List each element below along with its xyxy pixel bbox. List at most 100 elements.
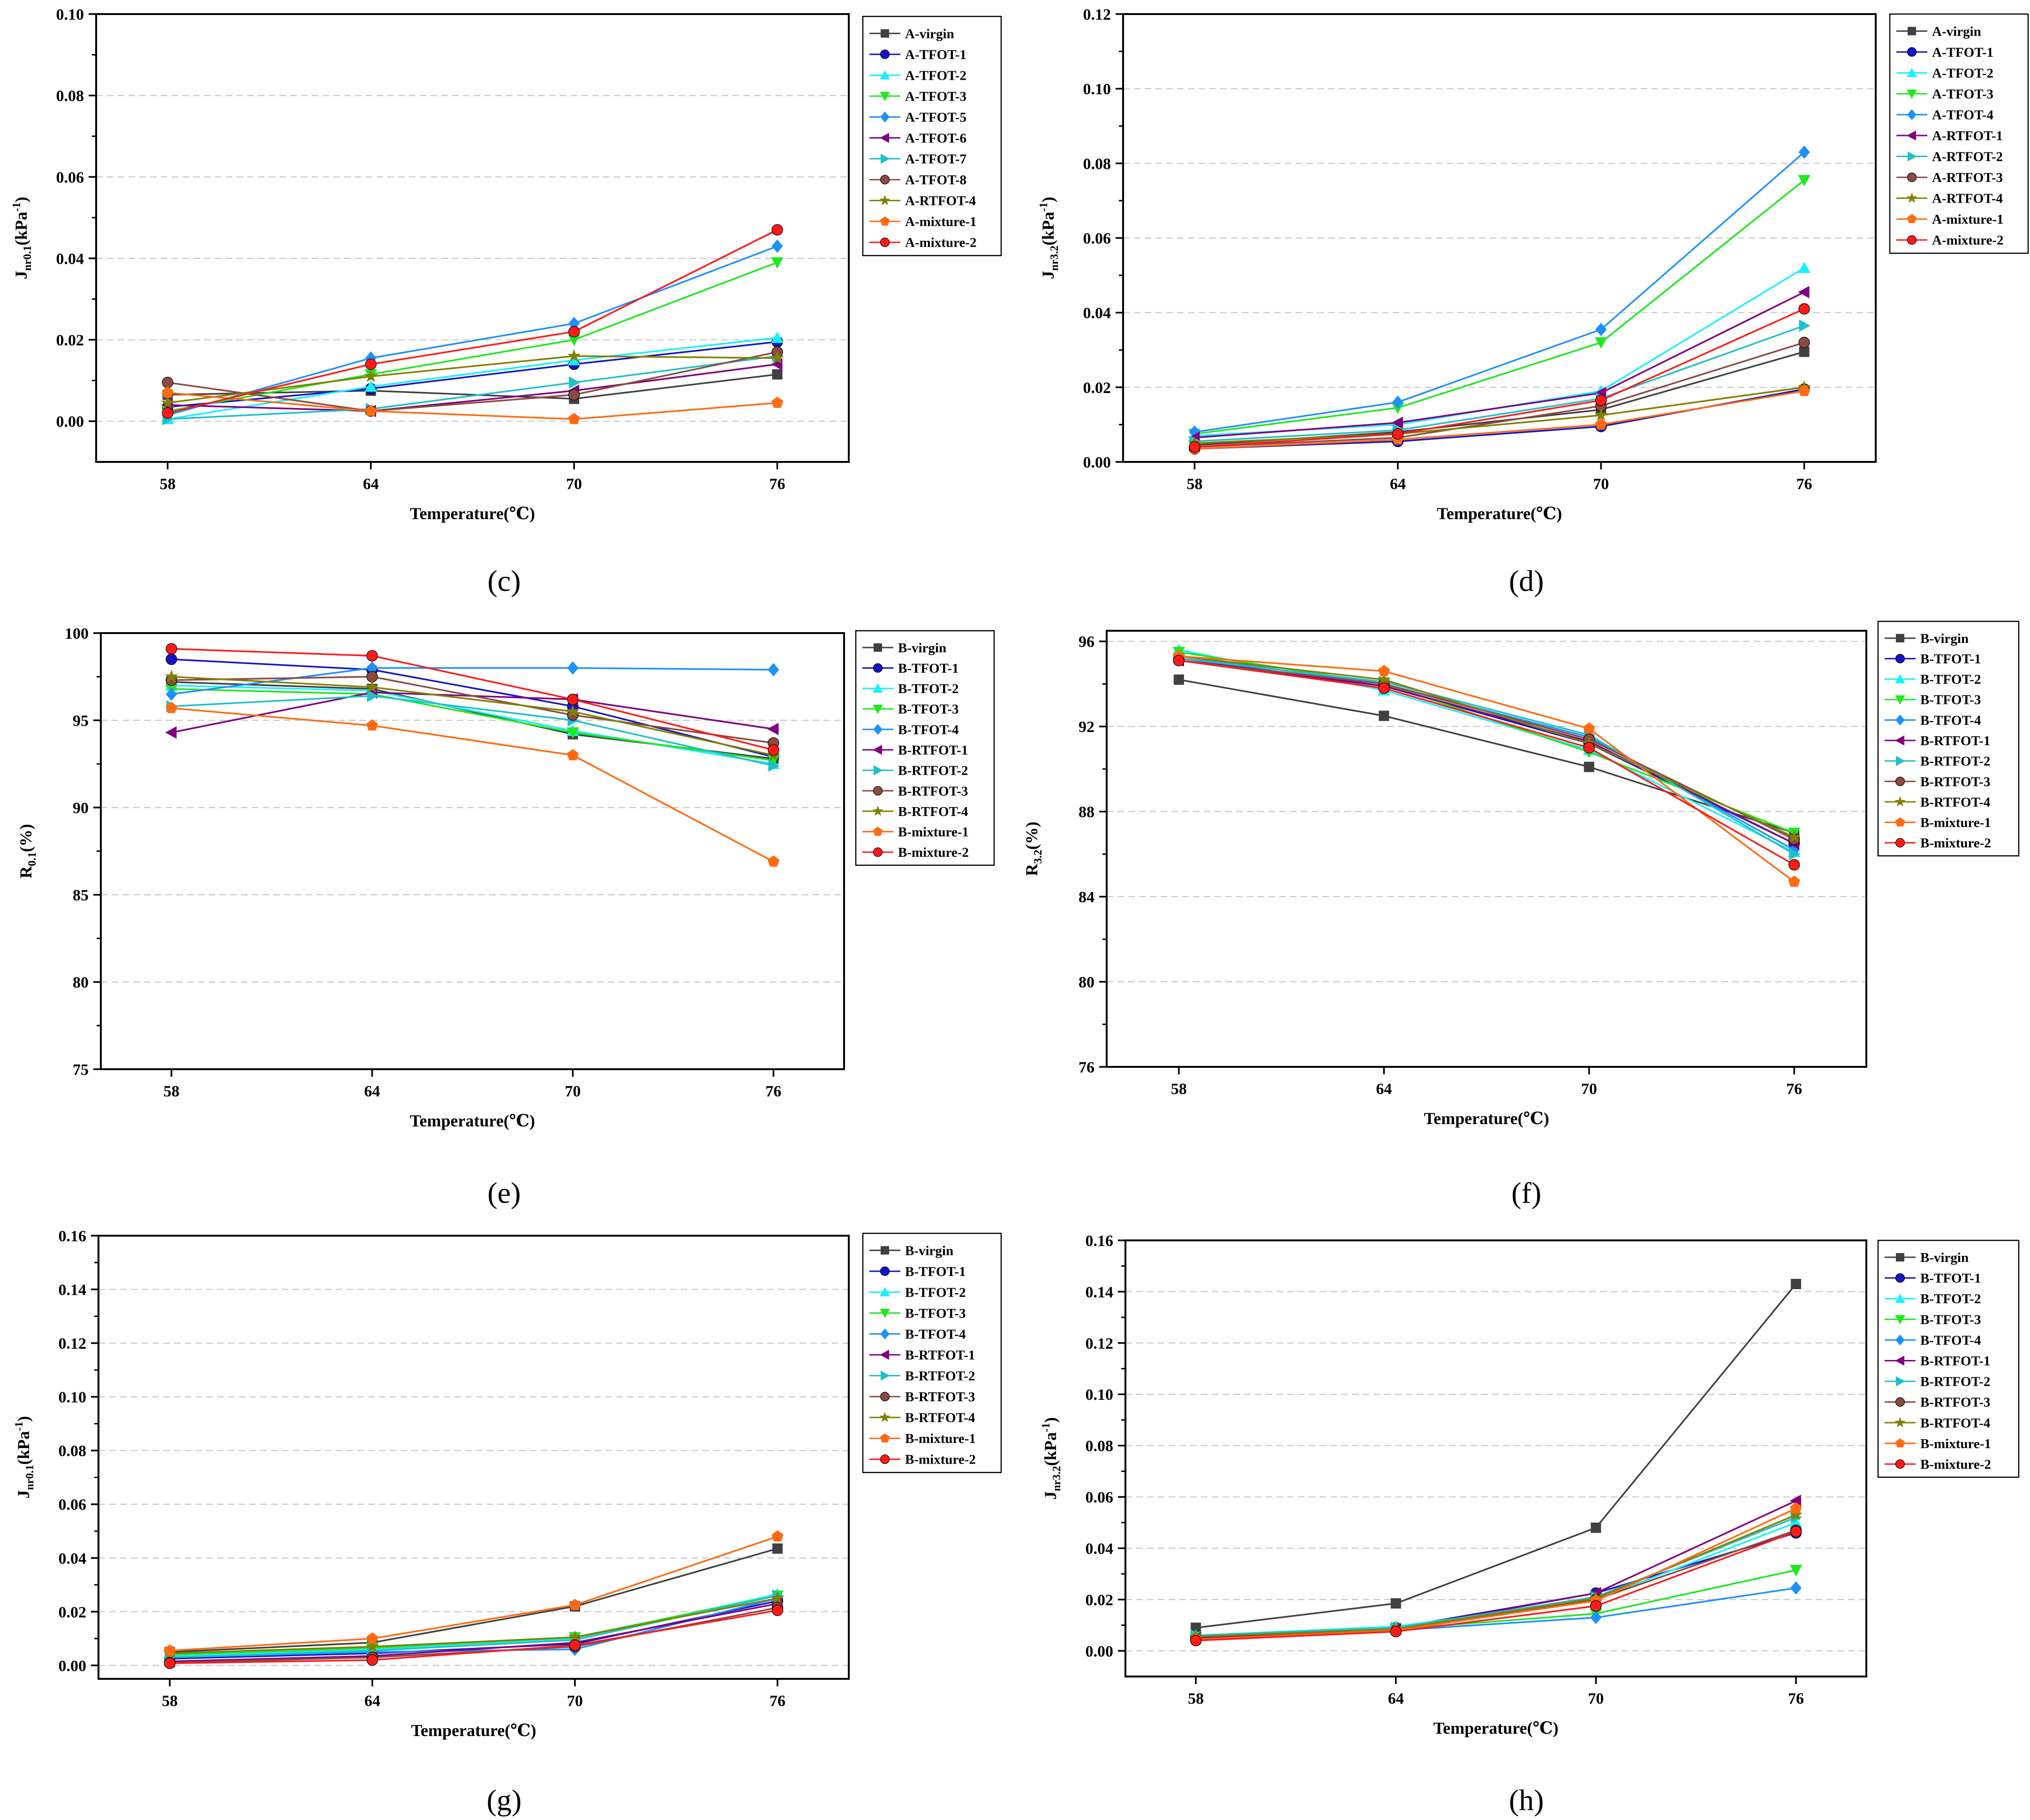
legend-label: A-RTFOT-1 <box>1932 128 2003 143</box>
series-line <box>171 707 774 862</box>
series-B-virgin <box>1191 1279 1801 1633</box>
series-line <box>1195 1283 1797 1629</box>
series-B-mixture-1 <box>166 702 779 867</box>
legend-label: A-mixture-1 <box>1932 212 2003 227</box>
legend-item: A-TFOT-3 <box>1896 87 1993 102</box>
data-point <box>1173 674 1184 685</box>
legend-label: B-RTFOT-2 <box>898 763 968 778</box>
data-point <box>566 727 579 739</box>
y-tick-label: 0.10 <box>59 1389 87 1406</box>
series-line <box>167 355 777 404</box>
legend-item: B-RTFOT-4 <box>862 804 968 819</box>
data-point <box>367 689 378 702</box>
y-tick-label: 0.10 <box>1086 1386 1114 1404</box>
legend-marker <box>880 237 890 247</box>
legend-marker <box>1895 695 1905 705</box>
series-line <box>171 667 774 695</box>
data-point <box>1798 262 1811 273</box>
data-point <box>768 663 779 677</box>
series-line <box>171 688 774 762</box>
legend: B-virgin B-TFOT-1 B-TFOT-2 B-TFOT-3 B-TFOT-4… <box>1877 620 2020 857</box>
legend-item: A-TFOT-3 <box>869 89 966 104</box>
legend-item: B-mixture-2 <box>1885 1457 1991 1472</box>
data-point <box>568 326 580 338</box>
legend-label: B-virgin <box>898 641 946 656</box>
data-point <box>1590 1600 1602 1612</box>
legend-marker <box>1907 235 1917 245</box>
legend-item: B-TFOT-2 <box>1885 672 1981 687</box>
legend-label: A-TFOT-2 <box>905 68 966 83</box>
legend-marker <box>1907 68 1917 77</box>
data-point <box>162 407 174 419</box>
legend-label: A-TFOT-3 <box>905 89 966 104</box>
y-axis-title: R3.2(%) <box>1022 822 1044 876</box>
legend-label: A-TFOT-7 <box>905 152 966 167</box>
legend-item: B-RTFOT-2 <box>869 1369 975 1384</box>
y-tick-label: 88 <box>1079 804 1094 821</box>
legend-label: A-TFOT-5 <box>905 110 966 125</box>
data-point <box>568 413 580 424</box>
data-point <box>165 670 178 682</box>
legend-marker <box>1895 1273 1905 1283</box>
series-line <box>1178 659 1795 866</box>
legend-marker <box>1908 27 1916 36</box>
legend-label: B-TFOT-2 <box>1920 1291 1981 1306</box>
legend-label: A-TFOT-1 <box>905 47 966 62</box>
legend-item: B-TFOT-2 <box>869 1285 966 1300</box>
data-point <box>1191 1623 1201 1633</box>
data-point <box>1788 876 1800 887</box>
data-point <box>164 1644 176 1656</box>
x-tick-label: 76 <box>770 476 785 493</box>
legend-item: B-TFOT-4 <box>869 1327 966 1342</box>
series-line <box>169 1609 778 1664</box>
y-axis-title: Jnr3.2(kPa-1) <box>1040 1417 1063 1500</box>
x-tick-label: 70 <box>565 1083 581 1100</box>
data-point <box>1594 408 1608 421</box>
data-point <box>1790 1502 1802 1514</box>
series-B-mixture-2 <box>1190 1525 1802 1646</box>
y-tick-label: 76 <box>1079 1059 1094 1076</box>
panel-label: (c) <box>487 564 521 597</box>
legend-label: B-RTFOT-4 <box>1920 1416 1990 1431</box>
y-axis-title-main: J <box>14 1490 33 1499</box>
legend-label: B-TFOT-1 <box>905 1264 966 1279</box>
legend-label: A-TFOT-2 <box>1932 66 1993 81</box>
y-axis-title-unit: (%) <box>16 824 35 852</box>
legend-item: B-TFOT-2 <box>1885 1291 1981 1306</box>
legend-marker <box>873 745 882 755</box>
data-point <box>771 257 784 269</box>
data-point <box>166 702 178 713</box>
legend-item: B-TFOT-3 <box>869 1306 966 1321</box>
legend-marker <box>881 29 889 38</box>
legend-label: B-TFOT-4 <box>905 1327 966 1342</box>
y-tick-label: 80 <box>73 974 89 991</box>
legend-label: B-TFOT-3 <box>1920 1312 1981 1327</box>
data-point <box>366 719 378 731</box>
data-point <box>1189 441 1200 453</box>
legend-label: A-RTFOT-4 <box>1932 191 2003 206</box>
legend-item: A-TFOT-1 <box>1896 45 1993 60</box>
data-point <box>1798 303 1810 315</box>
legend-item: A-TFOT-2 <box>1896 66 1993 81</box>
data-point <box>1583 722 1595 734</box>
x-tick-label: 76 <box>765 1083 781 1100</box>
legend-item: B-TFOT-3 <box>1885 1312 1981 1327</box>
series-line <box>171 658 774 758</box>
y-axis-title-close: ) <box>14 1416 33 1422</box>
y-tick-label: 0.12 <box>59 1335 87 1352</box>
data-point <box>166 643 177 655</box>
legend-marker <box>1895 654 1905 664</box>
legend-marker <box>1895 714 1905 726</box>
x-tick-label: 58 <box>159 476 175 493</box>
y-tick-label: 0.14 <box>59 1282 87 1299</box>
y-axis-title: R0.1(%) <box>16 824 38 878</box>
y-tick-label: 90 <box>73 800 89 817</box>
panel-label: (h) <box>1509 1783 1544 1817</box>
legend-marker <box>1895 817 1905 827</box>
legend-item: B-RTFOT-2 <box>1885 1374 1990 1390</box>
data-point <box>771 1604 784 1616</box>
legend-label: B-mixture-2 <box>1920 836 1991 851</box>
chart-panel-1: 0.00 0.02 0.04 0.06 0.08 0.10 58 64 70 76 Temperat… <box>11 6 1002 597</box>
data-point <box>1798 286 1810 299</box>
